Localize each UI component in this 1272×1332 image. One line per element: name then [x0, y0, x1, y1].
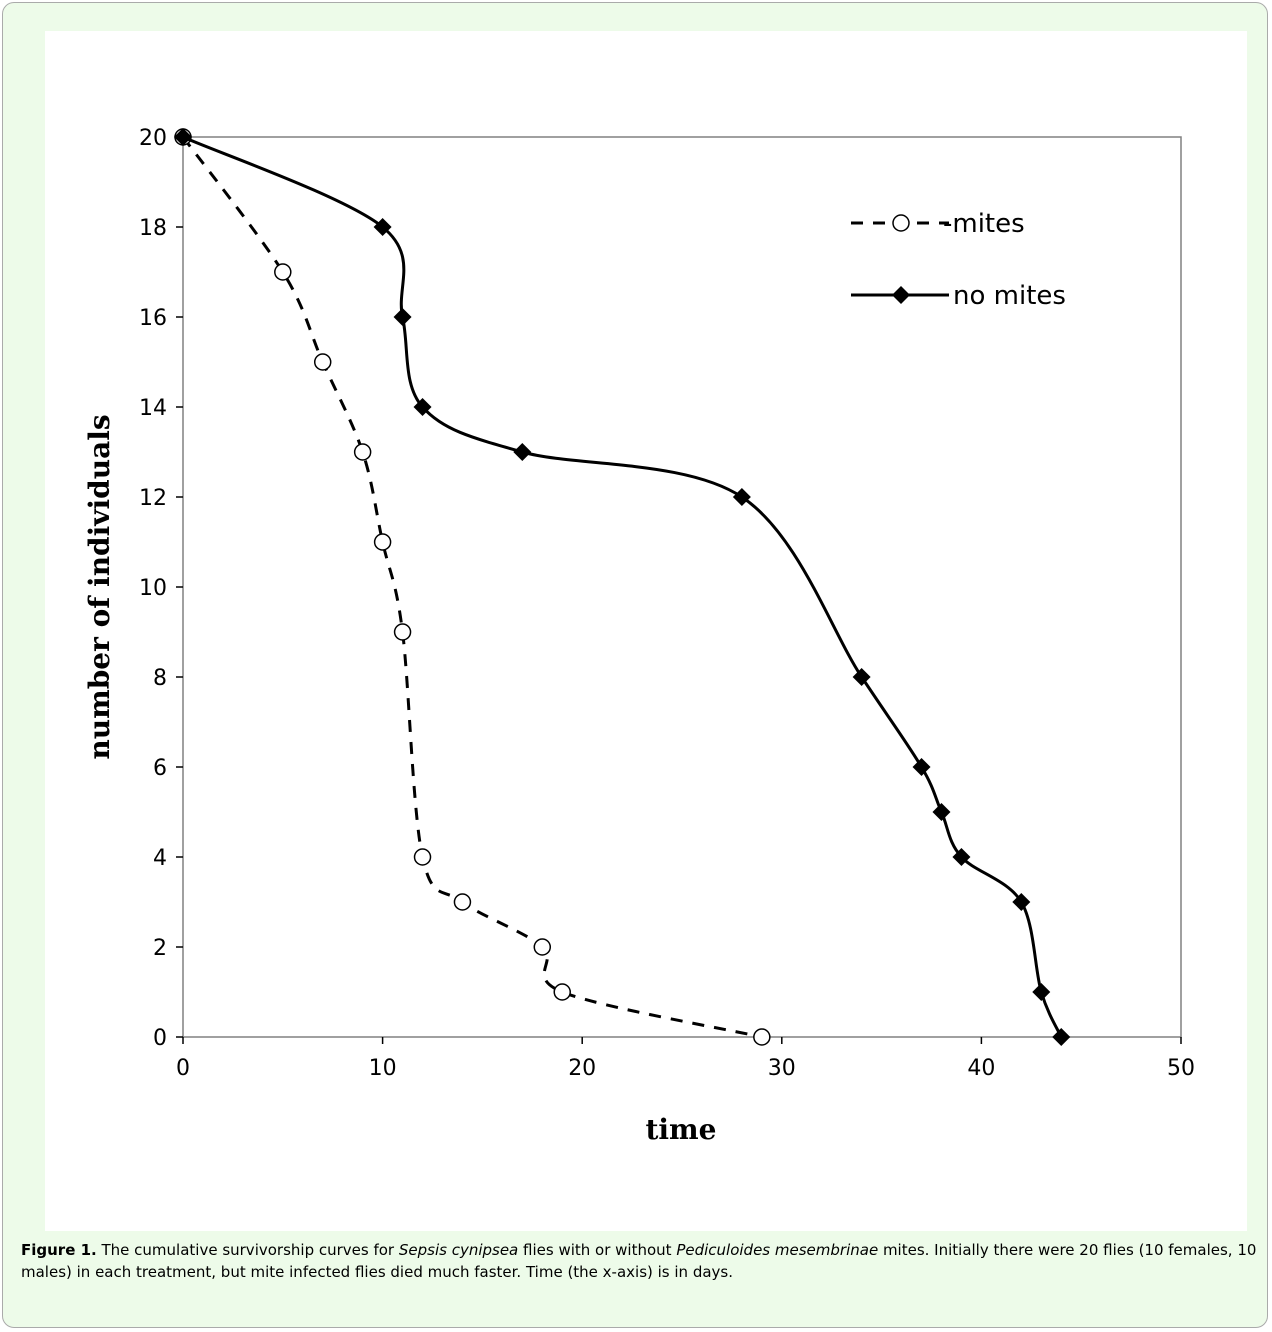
- legend-label-mites: -mites: [943, 209, 1025, 239]
- y-axis-title: number of individuals: [83, 414, 116, 759]
- data-point: [393, 623, 412, 641]
- data-point: [373, 533, 392, 551]
- x-axis-title: time: [645, 1113, 716, 1146]
- series-line-1: [182, 135, 1063, 1038]
- legend-marker-no-mites: [892, 286, 910, 304]
- data-point: [373, 218, 392, 236]
- y-tick-label: 16: [139, 306, 167, 331]
- y-tick-label: 8: [153, 666, 167, 691]
- data-point: [952, 848, 971, 866]
- x-tick-label: 50: [1167, 1056, 1195, 1081]
- data-point: [753, 1028, 771, 1046]
- caption-species-1: Sepsis cynipsea: [398, 1241, 519, 1259]
- x-tick-label: 0: [176, 1056, 190, 1081]
- x-tick-label: 10: [369, 1056, 397, 1081]
- series-layer: [174, 128, 1071, 1046]
- data-point: [852, 668, 871, 686]
- y-tick-label: 20: [139, 126, 167, 151]
- data-point: [1052, 1028, 1071, 1046]
- data-point: [274, 263, 292, 281]
- legend-marker-mites: [892, 214, 910, 232]
- data-point: [174, 128, 192, 146]
- x-axis-ticks: 0 10 20 30 40 50: [176, 1037, 1195, 1081]
- y-tick-label: 0: [153, 1026, 167, 1051]
- y-tick-label: 12: [139, 486, 167, 511]
- y-tick-label: 4: [153, 846, 167, 871]
- data-point: [353, 443, 372, 461]
- y-tick-label: 6: [153, 756, 167, 781]
- data-point: [912, 758, 931, 776]
- data-point: [932, 803, 951, 821]
- x-tick-label: 40: [967, 1056, 995, 1081]
- caption-text-3: mites. Initially there were 20 flies (10…: [21, 1241, 1257, 1281]
- data-point: [413, 398, 432, 416]
- data-point: [1032, 983, 1051, 1001]
- data-point: [453, 893, 472, 911]
- data-point: [513, 443, 532, 461]
- caption-text-1: The cumulative survivorship curves for: [96, 1241, 399, 1259]
- y-tick-label: 14: [139, 396, 167, 421]
- y-tick-label: 10: [139, 576, 167, 601]
- data-point: [393, 308, 412, 326]
- data-point: [413, 848, 432, 866]
- data-point: [732, 488, 751, 506]
- data-point: [553, 983, 571, 1001]
- caption-label: Figure 1.: [21, 1241, 97, 1259]
- legend-label-no-mites: no mites: [953, 281, 1066, 311]
- y-axis-ticks: 0 2 4 6 8 10 12 14 16 18 20: [139, 126, 183, 1051]
- caption-species-2: Pediculoides mesembrinae: [676, 1241, 879, 1259]
- plot-area: [182, 136, 1182, 1038]
- chart: 0 10 20 30 40 50 0 2 4 6 8 10 12 14 16 18 20 time numbe…: [45, 31, 1247, 1231]
- x-tick-label: 20: [568, 1056, 596, 1081]
- y-tick-label: 2: [153, 936, 167, 961]
- figure-caption: Figure 1. The cumulative survivorship cu…: [21, 1239, 1259, 1283]
- y-tick-label: 18: [139, 216, 167, 241]
- data-point: [313, 353, 332, 371]
- x-tick-label: 30: [768, 1056, 796, 1081]
- legend: -mites no mites: [851, 209, 1066, 311]
- data-point: [1012, 893, 1031, 911]
- data-point: [533, 938, 552, 956]
- caption-text-2: flies with or without: [518, 1241, 677, 1259]
